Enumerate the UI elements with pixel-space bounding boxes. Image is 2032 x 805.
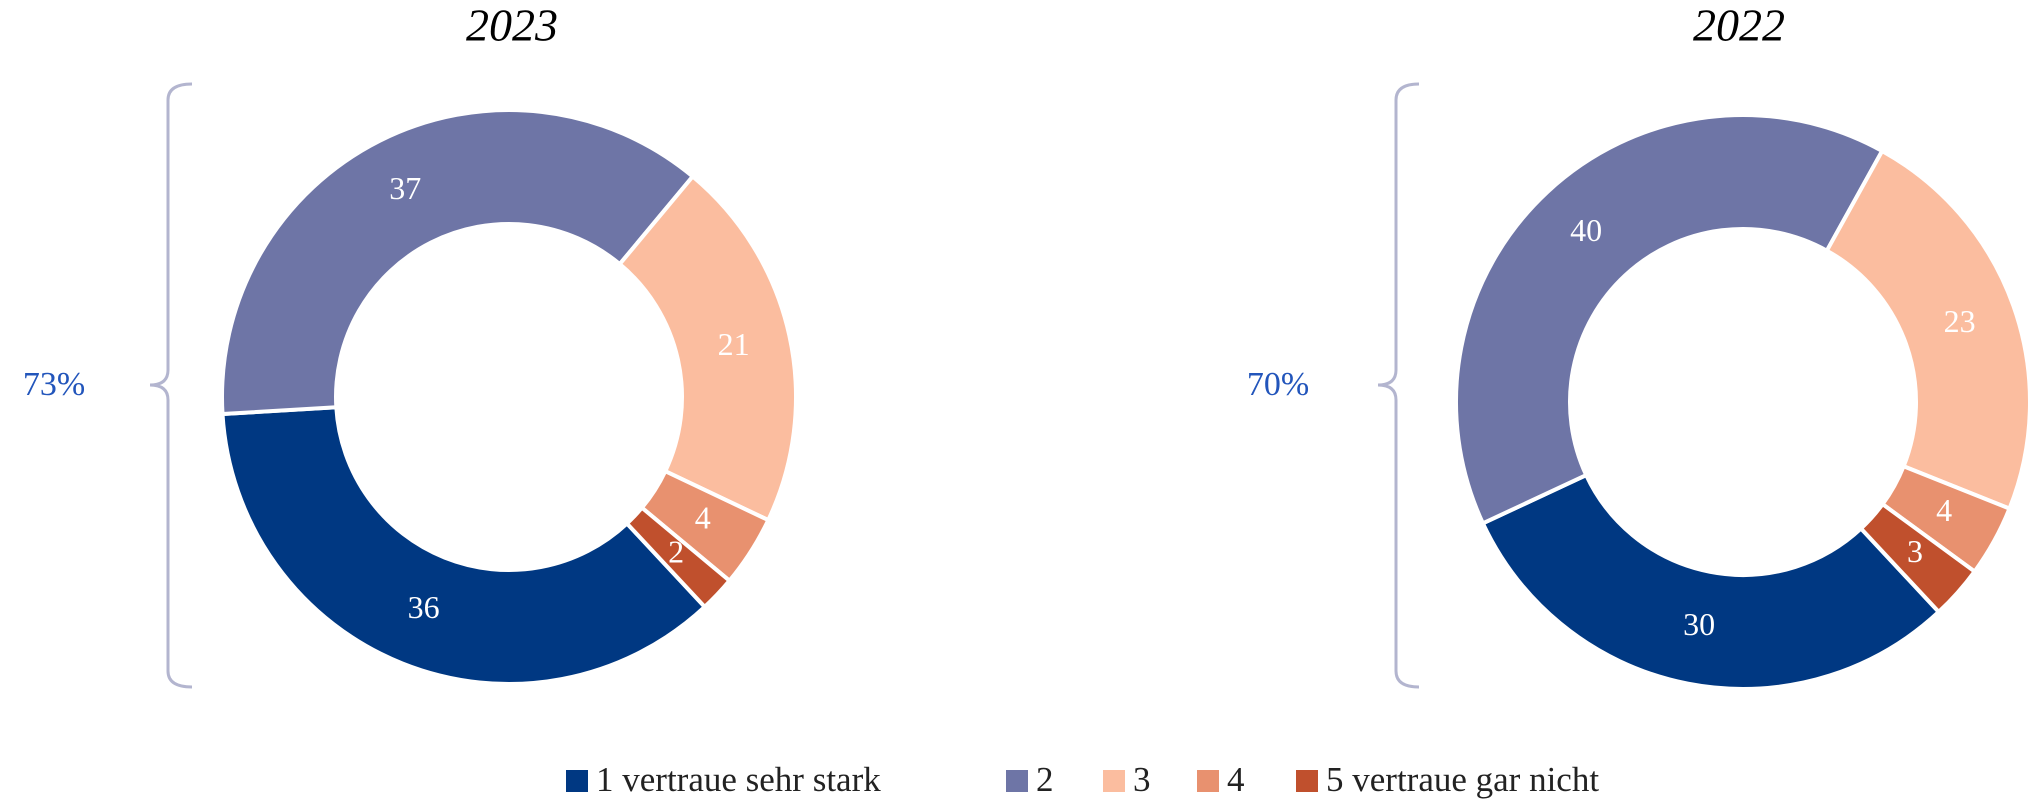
- donut-segment: [616, 173, 798, 523]
- data-label: 37: [389, 170, 421, 206]
- bracket: [1377, 82, 1420, 689]
- legend-label: 5 vertraue gar nicht: [1326, 760, 1599, 799]
- data-label: 30: [1683, 606, 1715, 642]
- legend-label: 3: [1133, 760, 1151, 799]
- data-label: 40: [1570, 212, 1602, 248]
- chart-title: 2023: [466, 0, 558, 51]
- donut-segment: [220, 405, 708, 686]
- donut-segment: [1858, 501, 1978, 615]
- bracket: [149, 82, 193, 689]
- donut-segment: [624, 504, 733, 610]
- legend-swatch: [566, 770, 588, 792]
- data-label: 4: [1936, 492, 1952, 528]
- data-label: 36: [408, 589, 440, 625]
- data-label: 21: [718, 326, 750, 362]
- donut-segment: [1454, 113, 1885, 526]
- legend-swatch: [1296, 770, 1318, 792]
- donut-segment: [1480, 472, 1942, 691]
- legend-label: 1 vertraue sehr stark: [596, 760, 881, 799]
- data-label: 3: [1907, 533, 1923, 569]
- donut-segment: [220, 108, 696, 417]
- legend-label: 2: [1036, 760, 1054, 799]
- legend-swatch: [1197, 770, 1219, 792]
- annotation: 70%: [1247, 366, 1309, 403]
- data-label: 23: [1944, 303, 1976, 339]
- donut-segment: [1824, 148, 2032, 512]
- legend-swatch: [1006, 770, 1028, 792]
- chart-title: 2022: [1693, 0, 1785, 51]
- legend-label: 4: [1227, 760, 1245, 799]
- legend-swatch: [1103, 770, 1125, 792]
- data-label: 4: [695, 499, 711, 535]
- annotation: 73%: [23, 366, 85, 403]
- data-label: 2: [668, 533, 684, 569]
